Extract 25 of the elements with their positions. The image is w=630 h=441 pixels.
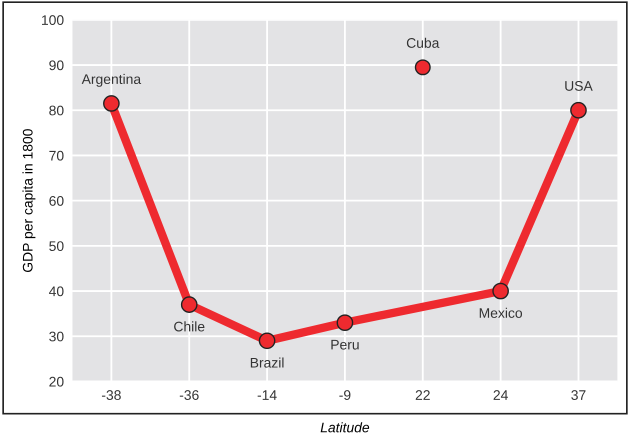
- y-tick-label: 70: [49, 150, 64, 161]
- y-tick-label: 90: [49, 60, 64, 70]
- annotation: Chile: [174, 321, 204, 332]
- y-tick-label: 100: [42, 15, 64, 26]
- y-tick-label: 80: [49, 106, 64, 116]
- y-axis-title: GDP per capita in 1800: [22, 129, 36, 272]
- y-tick-label: 40: [48, 286, 64, 296]
- x-tick-label: 24: [494, 390, 508, 400]
- x-tick-label: -38: [102, 390, 121, 400]
- x-tick-label: 37: [571, 390, 586, 400]
- y-tick-label: 20: [49, 376, 64, 387]
- annotation: USA: [565, 81, 593, 91]
- y-tick-label: 30: [49, 332, 64, 342]
- annotation: Peru: [331, 340, 359, 350]
- x-tick-label: -9: [339, 390, 350, 400]
- x-tick-label: -14: [258, 390, 277, 400]
- x-tick-label: 22: [416, 390, 430, 400]
- y-tick-label: 60: [49, 196, 64, 206]
- annotation: Mexico: [480, 308, 522, 318]
- x-axis-title: Latitude: [320, 422, 370, 432]
- annotation: Cuba: [406, 38, 440, 48]
- annotation: Argentina: [82, 74, 142, 87]
- x-tick-label: -36: [180, 390, 199, 400]
- y-tick-label: 50: [49, 241, 64, 252]
- annotation: Brazil: [250, 357, 284, 368]
